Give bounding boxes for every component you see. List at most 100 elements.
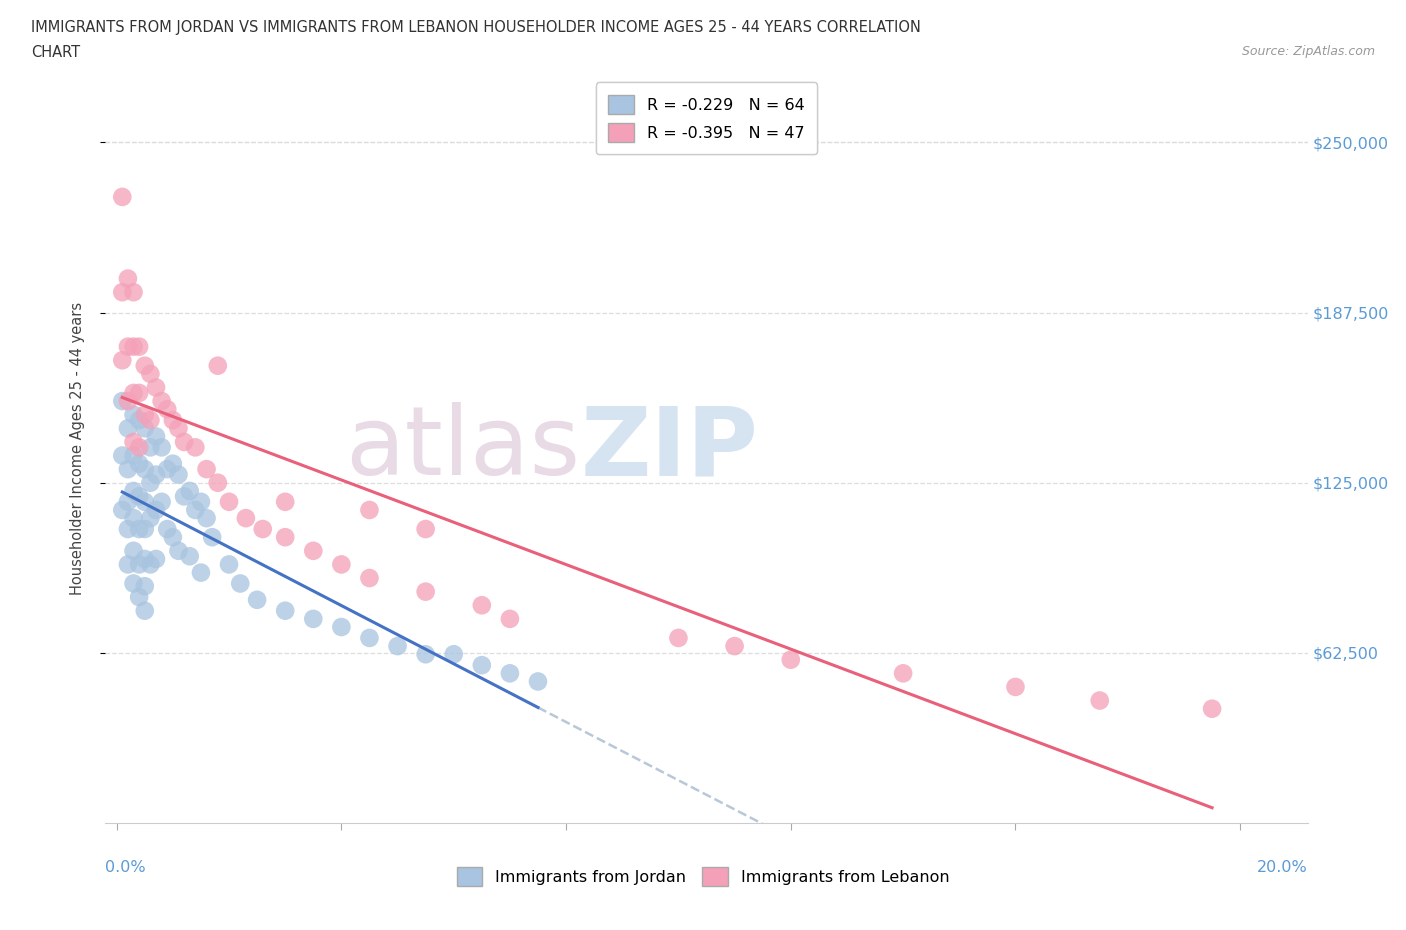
Point [117, 339, 139, 354]
Point [190, 495, 212, 510]
Point [150, 393, 173, 408]
Point [117, 421, 139, 436]
Point [252, 522, 274, 537]
Point [139, 366, 162, 381]
Point [167, 421, 190, 436]
Point [162, 413, 184, 428]
Point [359, 571, 381, 586]
Point [145, 551, 167, 566]
Point [117, 495, 139, 510]
Point [471, 658, 494, 672]
Point [134, 522, 156, 537]
Point [179, 484, 201, 498]
Point [122, 448, 145, 463]
Text: IMMIGRANTS FROM JORDAN VS IMMIGRANTS FROM LEBANON HOUSEHOLDER INCOME AGES 25 - 4: IMMIGRANTS FROM JORDAN VS IMMIGRANTS FRO… [31, 20, 921, 35]
Point [471, 598, 494, 613]
Point [167, 467, 190, 482]
Y-axis label: Householder Income Ages 25 - 44 years: Householder Income Ages 25 - 44 years [70, 302, 84, 595]
Point [1004, 680, 1026, 695]
Point [128, 385, 150, 400]
Point [207, 475, 229, 490]
Point [173, 489, 195, 504]
Point [150, 495, 173, 510]
Point [162, 457, 184, 472]
Point [167, 543, 190, 558]
Text: Source: ZipAtlas.com: Source: ZipAtlas.com [1241, 45, 1375, 58]
Point [128, 522, 150, 537]
Point [274, 604, 297, 618]
Point [499, 666, 522, 681]
Point [184, 502, 207, 517]
Point [134, 421, 156, 436]
Point [359, 502, 381, 517]
Point [128, 457, 150, 472]
Point [122, 285, 145, 299]
Point [122, 484, 145, 498]
Point [302, 611, 325, 626]
Point [122, 543, 145, 558]
Point [122, 339, 145, 354]
Point [150, 440, 173, 455]
Point [134, 578, 156, 593]
Point [122, 385, 145, 400]
Point [145, 429, 167, 444]
Point [1201, 701, 1223, 716]
Point [274, 530, 297, 545]
Point [128, 339, 150, 354]
Point [134, 407, 156, 422]
Point [117, 522, 139, 537]
Point [195, 461, 218, 476]
Point [134, 461, 156, 476]
Point [779, 652, 801, 667]
Point [128, 557, 150, 572]
Point [207, 358, 229, 373]
Text: atlas: atlas [344, 403, 581, 496]
Point [891, 666, 914, 681]
Point [415, 647, 437, 662]
Point [111, 448, 134, 463]
Point [145, 467, 167, 482]
Point [134, 604, 156, 618]
Point [330, 619, 353, 634]
Legend: R = -0.229   N = 64, R = -0.395   N = 47: R = -0.229 N = 64, R = -0.395 N = 47 [596, 83, 817, 154]
Text: ZIP: ZIP [581, 403, 758, 496]
Point [527, 674, 550, 689]
Point [218, 557, 240, 572]
Point [111, 285, 134, 299]
Point [139, 440, 162, 455]
Point [723, 639, 745, 654]
Point [302, 543, 325, 558]
Point [122, 434, 145, 449]
Point [162, 530, 184, 545]
Point [1088, 693, 1111, 708]
Text: 20.0%: 20.0% [1257, 860, 1308, 875]
Point [117, 272, 139, 286]
Point [117, 461, 139, 476]
Point [128, 489, 150, 504]
Point [128, 440, 150, 455]
Point [190, 565, 212, 580]
Point [229, 576, 252, 591]
Point [156, 522, 179, 537]
Point [499, 611, 522, 626]
Point [134, 495, 156, 510]
Point [387, 639, 409, 654]
Point [122, 511, 145, 525]
Point [111, 190, 134, 205]
Point [173, 434, 195, 449]
Point [111, 393, 134, 408]
Point [179, 549, 201, 564]
Point [330, 557, 353, 572]
Point [184, 440, 207, 455]
Point [139, 557, 162, 572]
Point [117, 393, 139, 408]
Point [145, 380, 167, 395]
Point [218, 495, 240, 510]
Text: 0.0%: 0.0% [105, 860, 146, 875]
Point [139, 475, 162, 490]
Point [201, 530, 224, 545]
Point [235, 511, 257, 525]
Point [134, 551, 156, 566]
Point [443, 647, 465, 662]
Point [139, 413, 162, 428]
